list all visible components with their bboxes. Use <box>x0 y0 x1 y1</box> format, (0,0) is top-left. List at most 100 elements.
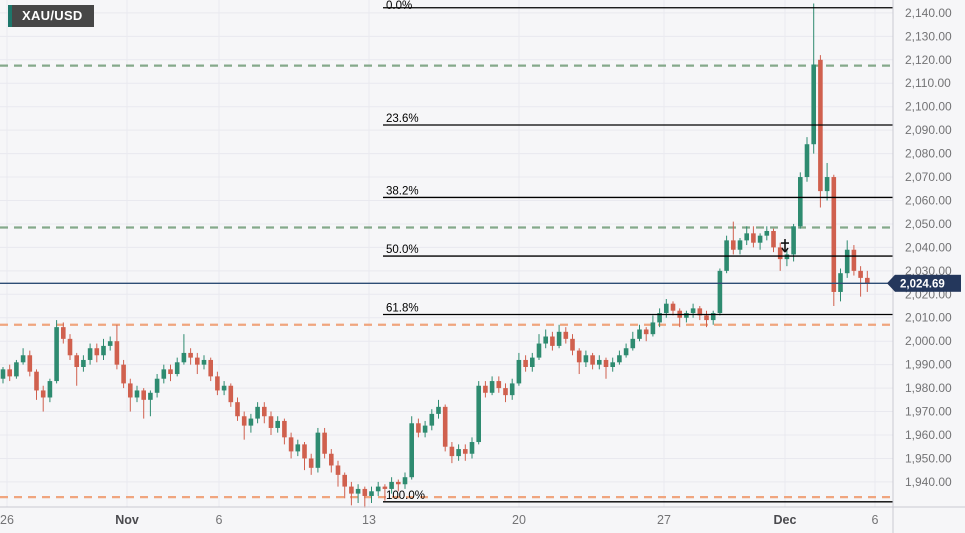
candle-body <box>717 270 723 314</box>
candle <box>697 306 703 321</box>
candle-body <box>556 331 562 346</box>
candle-body <box>389 481 394 489</box>
candle-body <box>804 144 810 178</box>
price-axis-label: 1,960.00 <box>905 428 952 442</box>
price-axis-label: 2,100.00 <box>905 100 952 114</box>
candle-body <box>101 345 106 356</box>
candle <box>87 343 93 365</box>
candle-body <box>148 392 153 400</box>
candle-body <box>255 406 260 419</box>
candle <box>751 226 756 248</box>
candle <box>844 240 850 278</box>
candle <box>221 381 227 396</box>
candle-body <box>402 477 408 485</box>
price-badge-box <box>895 274 961 292</box>
candle-body <box>503 388 508 396</box>
price-axis-label: 2,140.00 <box>905 6 952 20</box>
candle <box>349 481 354 506</box>
candle <box>54 320 59 384</box>
candle-body <box>469 442 475 454</box>
candle <box>543 329 548 349</box>
candle <box>831 174 837 307</box>
candle-body <box>442 406 448 447</box>
candle-body <box>295 444 301 452</box>
candle <box>483 381 488 398</box>
candle-body <box>168 369 173 375</box>
candle-body <box>0 369 6 379</box>
symbol-badge[interactable]: XAU/USD <box>8 5 94 27</box>
price-axis-label: 2,010.00 <box>905 311 952 325</box>
candle <box>335 460 341 487</box>
candle-body <box>603 359 609 367</box>
candle-body <box>342 474 347 487</box>
candle-body <box>463 449 468 454</box>
price-axis-label: 2,000.00 <box>905 334 952 348</box>
candle-body <box>154 378 160 393</box>
price-axis[interactable]: 2,140.00 2,130.00 2,120.00 2,110.00 2,100.00… <box>905 6 952 489</box>
time-axis-label: 26 <box>0 513 14 527</box>
candle-body <box>416 423 421 433</box>
candle <box>288 432 294 459</box>
candle-body <box>690 308 696 314</box>
candle <box>838 268 843 302</box>
candle <box>489 376 495 396</box>
candle <box>268 411 274 435</box>
candle-body <box>865 277 870 284</box>
candle <box>710 310 716 325</box>
candle <box>563 327 569 344</box>
candle <box>771 228 776 253</box>
time-axis-label: 27 <box>657 513 671 527</box>
candle-body <box>824 177 830 192</box>
candle <box>262 402 267 424</box>
candle <box>7 364 12 382</box>
candle-body <box>851 249 857 271</box>
candle <box>208 357 213 382</box>
candle <box>617 350 622 365</box>
price-axis-label: 1,990.00 <box>905 358 952 372</box>
candle <box>302 442 307 471</box>
candle <box>530 352 535 372</box>
time-axis[interactable]: 26 Nov 6 13 20 27 Dec 6 <box>0 513 878 527</box>
candle <box>865 270 870 292</box>
candle-body <box>235 402 240 417</box>
candle-body <box>87 348 93 360</box>
candle <box>804 137 810 182</box>
candle-body <box>570 338 575 351</box>
candle <box>369 486 374 504</box>
candle <box>215 371 220 396</box>
candle <box>650 315 656 337</box>
candle <box>570 334 575 356</box>
candle <box>315 427 321 473</box>
candle-body <box>61 327 66 339</box>
candle <box>20 348 26 365</box>
candle <box>107 336 113 351</box>
candle <box>670 301 676 316</box>
candle <box>657 308 662 328</box>
candle-body <box>134 390 140 398</box>
candle <box>27 350 33 377</box>
price-axis-label: 1,970.00 <box>905 405 952 419</box>
candle <box>469 437 475 459</box>
marker-head-r <box>784 247 789 253</box>
candle <box>275 416 280 433</box>
candle <box>583 350 589 367</box>
fib-label-100.0%: 100.0% <box>386 490 425 502</box>
candle-body <box>141 390 146 400</box>
candle <box>248 413 254 433</box>
candle-body <box>7 369 12 377</box>
candle <box>509 378 515 400</box>
candle <box>684 310 689 323</box>
candle <box>764 226 770 241</box>
candle-body <box>208 359 213 377</box>
candle-body <box>784 254 790 260</box>
candle-body <box>268 416 274 428</box>
candle <box>161 364 167 384</box>
candle <box>121 359 126 389</box>
candle <box>523 355 528 372</box>
candle-body <box>536 343 542 358</box>
candle-body <box>302 444 307 459</box>
candle <box>576 348 582 375</box>
